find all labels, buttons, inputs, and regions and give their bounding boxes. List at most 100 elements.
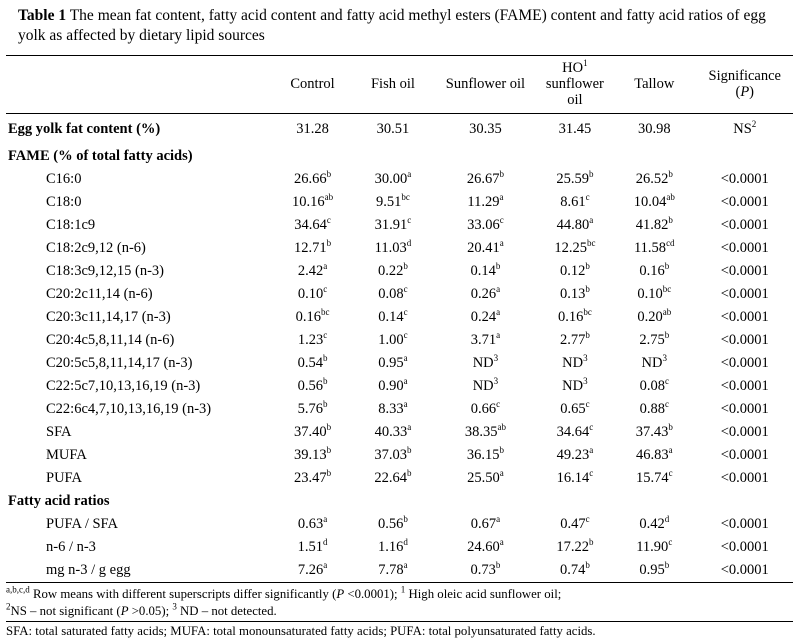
header-row: Control Fish oil Sunflower oil HO1 sunflowe… — [6, 55, 793, 114]
section-row: Fatty acid ratios — [6, 490, 793, 513]
superscript: b — [326, 237, 332, 248]
superscript: b — [403, 260, 408, 271]
superscript: b — [668, 168, 673, 179]
row-label: MUFA — [46, 446, 87, 463]
table-row: Egg yolk fat content (%) 31.28 30.51 30.35 3… — [6, 113, 793, 145]
value-cell: 37.43b — [635, 421, 673, 440]
value-cell: 0.95b — [639, 560, 670, 578]
value-cell: 8.33a — [378, 398, 408, 417]
value-cell: 15.74c — [635, 468, 673, 486]
value-cell: 31.45 — [558, 120, 592, 137]
value-cell: 40.33a — [374, 421, 412, 440]
superscript: 3 — [662, 352, 668, 363]
superscript: a — [407, 168, 412, 179]
superscript: d — [322, 537, 328, 548]
superscript: cd — [666, 237, 675, 248]
table-header: Control Fish oil Sunflower oil HO1 sunflowe… — [6, 55, 793, 114]
superscript: 3 — [172, 601, 177, 612]
superscript: b — [403, 514, 408, 525]
value-cell: 0.67a — [470, 514, 501, 532]
column-header: Control — [290, 76, 335, 93]
superscript: b — [407, 445, 412, 455]
row-label: mg n-3 / g egg — [46, 561, 131, 578]
value-cell: 12.71b — [293, 237, 332, 256]
value-cell: 0.13b — [559, 283, 590, 302]
value-cell: 1.00c — [378, 329, 408, 348]
superscript: a — [403, 375, 408, 386]
value-cell: 0.12b — [559, 260, 590, 279]
superscript: b — [495, 260, 501, 271]
footnotes: a,b,c,d Row means with different supersc… — [6, 585, 793, 640]
value-cell: 23.47b — [293, 468, 332, 486]
table-row: C22:5c7,10,13,16,19 (n-3) 0.56b 0.90a ND3 ND… — [6, 375, 793, 398]
superscript: bc — [401, 191, 410, 202]
value-cell: 7.26a — [297, 560, 328, 578]
superscript: a — [589, 445, 594, 455]
superscript: a — [403, 352, 408, 363]
superscript: ab — [666, 191, 675, 202]
value-cell: 10.04ab — [633, 191, 675, 210]
value-cell: 16.14c — [556, 468, 594, 486]
value-cell: 25.50a — [467, 468, 504, 486]
superscript: d — [664, 514, 670, 525]
column-header: Tallow — [634, 76, 675, 93]
table-row: C20:2c11,14 (n-6) 0.10c 0.08c 0.26a 0.13b 0.1… — [6, 283, 793, 306]
superscript: 3 — [493, 375, 499, 386]
value-cell: 11.90c — [636, 537, 673, 555]
superscript: ab — [497, 421, 506, 432]
value-cell: <0.0001 — [720, 239, 769, 256]
superscript: c — [589, 421, 594, 432]
table-row: C20:4c5,8,11,14 (n-6) 1.23c 1.00c 3.71a 2.77… — [6, 329, 793, 352]
value-cell: 22.64b — [374, 468, 412, 486]
superscript: a — [499, 468, 504, 479]
value-cell: ND3 — [641, 352, 668, 371]
value-cell: 44.80a — [556, 214, 594, 233]
italic-text: P — [336, 586, 345, 601]
value-cell: 0.66c — [470, 398, 501, 417]
superscript: a — [407, 421, 412, 432]
table-row: C18:1c9 34.64c 31.91c 33.06c 44.80a 41.82b <0.… — [6, 214, 793, 237]
superscript: a — [589, 214, 594, 225]
superscript: b — [585, 560, 590, 571]
superscript: b — [326, 421, 332, 432]
superscript: b — [326, 168, 332, 179]
table-row: C20:5c5,8,11,14,17 (n-3) 0.54b 0.95a ND3 ND3… — [6, 352, 793, 375]
value-cell: 46.83a — [635, 445, 673, 463]
row-label: n-6 / n-3 — [46, 538, 96, 555]
table-row: SFA 37.40b 40.33a 38.35ab 34.64c 37.43b <0.000… — [6, 421, 793, 444]
value-cell: 11.29a — [467, 191, 504, 210]
value-cell: 31.28 — [296, 120, 329, 137]
superscript: 2 — [6, 601, 11, 612]
value-cell: 7.78a — [378, 560, 408, 578]
value-cell: 26.66b — [293, 168, 332, 187]
superscript: b — [322, 398, 328, 409]
value-cell: 1.23c — [297, 329, 328, 348]
superscript: 1 — [583, 58, 588, 69]
superscript: b — [326, 445, 332, 455]
superscript: 3 — [583, 375, 588, 386]
value-cell: 39.13b — [293, 445, 332, 463]
superscript: a — [496, 329, 501, 340]
value-cell: 37.03b — [374, 445, 412, 463]
superscript: b — [664, 560, 670, 571]
value-cell: 3.71a — [470, 329, 501, 348]
value-cell: <0.0001 — [720, 377, 769, 394]
value-cell: 0.16bc — [295, 306, 330, 325]
row-label: C18:0 — [46, 193, 82, 210]
value-cell: 12.25bc — [554, 237, 596, 256]
value-cell: 0.14c — [378, 306, 408, 325]
superscript: b — [322, 352, 328, 363]
section-row: FAME (% of total fatty acids) — [6, 145, 793, 168]
value-cell: 0.63a — [297, 514, 328, 532]
superscript: 3 — [583, 352, 588, 363]
value-cell: 0.54b — [297, 352, 328, 371]
value-cell: <0.0001 — [720, 446, 769, 463]
section-label: FAME (% of total fatty acids) — [8, 147, 193, 164]
column-header: Sunflower oil — [445, 76, 526, 93]
superscript: a — [499, 191, 504, 202]
value-cell: 0.24a — [470, 306, 501, 325]
value-cell: 0.14b — [470, 260, 501, 279]
superscript: c — [403, 329, 408, 340]
value-cell: 0.10bc — [637, 283, 672, 302]
